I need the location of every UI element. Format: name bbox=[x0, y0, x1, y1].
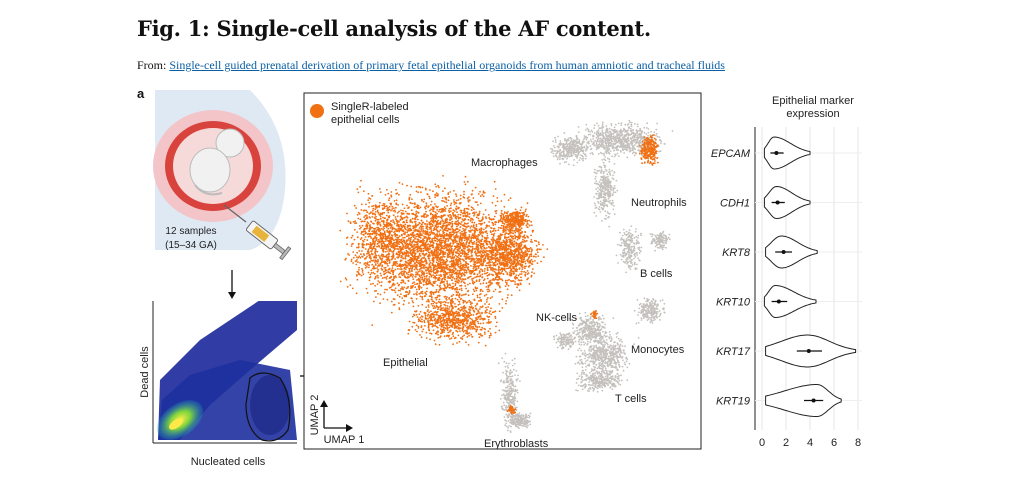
violin-shape bbox=[763, 136, 811, 170]
umap-axis2-label: UMAP 2 bbox=[309, 395, 321, 436]
figure-title: Fig. 1: Single-cell analysis of the AF c… bbox=[137, 16, 651, 41]
source-article-link[interactable]: Single-cell guided prenatal derivation o… bbox=[169, 58, 725, 72]
x-tick-label: 6 bbox=[831, 437, 837, 449]
median-point bbox=[781, 250, 786, 254]
violin-x-ticks: 0 2 4 6 8 bbox=[759, 437, 861, 449]
median-point bbox=[774, 151, 779, 155]
gene-label: KRT17 bbox=[716, 346, 751, 358]
gene-label: KRT8 bbox=[722, 247, 751, 259]
median-point bbox=[806, 349, 811, 353]
legend-swatch bbox=[310, 104, 324, 118]
violin-row-cdh1: CDH1 bbox=[720, 185, 862, 220]
gene-label: EPCAM bbox=[711, 148, 751, 160]
cluster-label-macrophages: Macrophages bbox=[471, 157, 538, 169]
x-tick-label: 0 bbox=[759, 437, 765, 449]
violin-row-krt19: KRT19 bbox=[716, 384, 862, 417]
source-line: From: Single-cell guided prenatal deriva… bbox=[137, 58, 725, 73]
violin-rows: EPCAM CDH1 KRT8 KRT10 KRT17 KRT19 bbox=[711, 136, 862, 417]
violin-row-krt8: KRT8 bbox=[722, 235, 862, 269]
nucleated-live-gate bbox=[245, 372, 291, 442]
gene-label: KRT19 bbox=[716, 396, 750, 408]
median-point bbox=[811, 398, 816, 403]
violin-shape bbox=[763, 185, 811, 220]
gestational-age-label: (15–34 GA) bbox=[165, 240, 217, 251]
samples-count-label: 12 samples bbox=[165, 226, 216, 237]
panel-letter: a bbox=[137, 86, 145, 101]
fetus bbox=[189, 128, 245, 196]
violin-chart: Epithelial marker expression EPCAM CDH1 KR… bbox=[711, 95, 862, 449]
cluster-label-epithelial: Epithelial bbox=[383, 357, 428, 369]
violin-grid bbox=[761, 127, 859, 430]
violin-row-krt17: KRT17 bbox=[716, 334, 862, 368]
x-tick-label: 2 bbox=[783, 437, 789, 449]
cluster-label-erythroblasts: Erythroblasts bbox=[484, 438, 549, 450]
violin-row-epcam: EPCAM bbox=[711, 136, 862, 170]
amniotic-sampling-illustration: 12 samples (15–34 GA) bbox=[153, 90, 292, 261]
umap-axes-key: UMAP 2 UMAP 1 bbox=[309, 395, 364, 446]
umap-points bbox=[339, 119, 674, 433]
x-tick-label: 8 bbox=[855, 437, 861, 449]
cluster-label-b-cells: B cells bbox=[640, 268, 673, 280]
umap-axis1-label: UMAP 1 bbox=[324, 434, 365, 446]
violin-shape bbox=[763, 285, 817, 318]
facs-y-label: Dead cells bbox=[139, 346, 151, 398]
violin-shape bbox=[765, 384, 842, 417]
cluster-label-neutrophils: Neutrophils bbox=[631, 197, 687, 209]
cluster-label-t-cells: T cells bbox=[615, 393, 647, 405]
cluster-label-nk-cells: NK-cells bbox=[536, 312, 577, 324]
legend-label-line1: SingleR-labeled bbox=[331, 101, 409, 113]
gene-label: KRT10 bbox=[716, 297, 751, 309]
gene-label: CDH1 bbox=[720, 198, 750, 210]
chart-title-line2: expression bbox=[786, 108, 839, 120]
median-point bbox=[775, 200, 780, 205]
syringe-icon bbox=[223, 204, 292, 261]
violin-row-krt10: KRT10 bbox=[716, 285, 862, 318]
facs-density bbox=[153, 301, 297, 443]
facs-x-label: Nucleated cells bbox=[191, 456, 266, 468]
source-prefix: From: bbox=[137, 58, 170, 72]
median-point bbox=[776, 299, 781, 304]
cluster-label-monocytes: Monocytes bbox=[631, 344, 685, 356]
umap-plot: SingleR-labeled epithelial cells Macroph… bbox=[303, 92, 702, 450]
legend-label-line2: epithelial cells bbox=[331, 114, 400, 126]
x-tick-label: 4 bbox=[807, 437, 813, 449]
facs-plot: Dead cells Nucleated cells bbox=[139, 301, 297, 468]
chart-title-line1: Epithelial marker bbox=[772, 95, 854, 107]
